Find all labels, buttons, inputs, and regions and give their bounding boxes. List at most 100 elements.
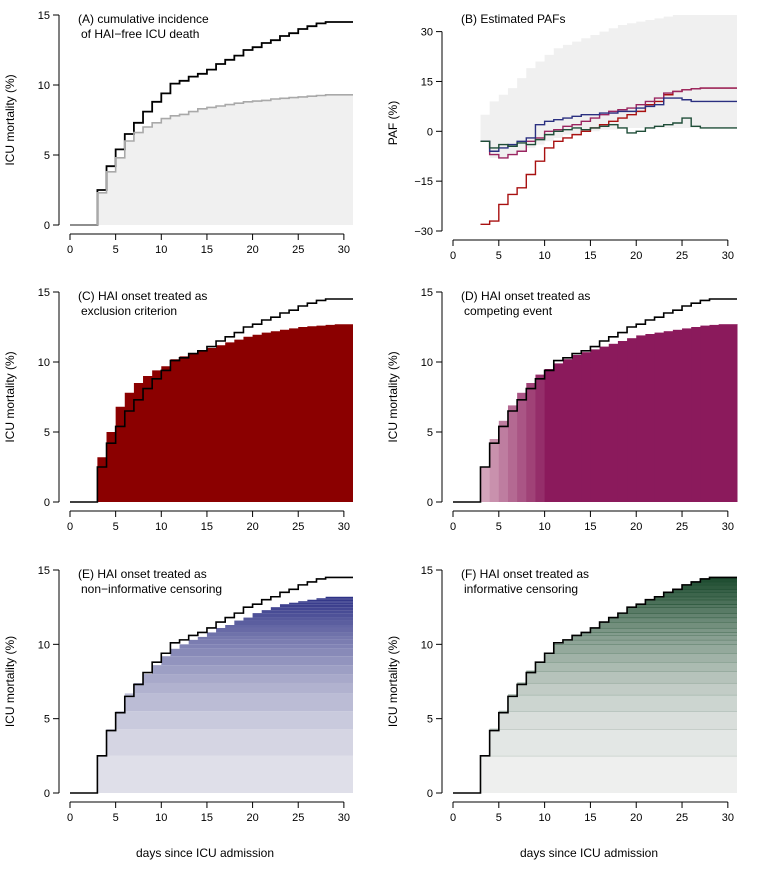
- area-column: [608, 343, 619, 502]
- y-axis-label: ICU mortality (%): [3, 351, 17, 442]
- area-column: [507, 405, 518, 502]
- panel-title: exclusion criterion: [81, 304, 177, 318]
- panels: 0 5 10 15 20 25 30 0 5 10 15 ICU mortality (%) (A) c…: [3, 10, 738, 824]
- area-band: [307, 599, 353, 602]
- area-band: [325, 596, 353, 599]
- area-column: [636, 335, 646, 502]
- area-band: [261, 610, 353, 614]
- x-tick-label: 20: [630, 521, 642, 533]
- x-axis-label-right: days since ICU admission: [520, 846, 658, 860]
- area-band: [645, 599, 737, 605]
- area-band: [535, 662, 737, 672]
- x-tick-label: 30: [722, 521, 734, 533]
- area-column: [709, 324, 720, 502]
- panel-b: 0 5 10 15 20 25 30 −30 −15 0 15 30 PAF (%) (B) Estima…: [386, 12, 737, 262]
- area-band: [143, 674, 353, 683]
- panel-a: 0 5 10 15 20 25 30 0 5 10 15 ICU mortality (%) (A) c…: [3, 10, 353, 256]
- y-tick-label: 5: [44, 427, 50, 439]
- y-tick-label: 0: [44, 220, 50, 232]
- y-tick-label: 0: [427, 788, 433, 800]
- area-column: [672, 329, 683, 502]
- area-band: [636, 604, 737, 608]
- area-column: [682, 328, 692, 502]
- x-tick-label: 0: [67, 244, 73, 256]
- area-band: [572, 635, 737, 640]
- area-band: [553, 644, 737, 654]
- series-line-observed: [453, 298, 737, 503]
- area-band: [124, 693, 353, 712]
- x-tick-label: 10: [155, 812, 167, 824]
- x-tick-label: 20: [630, 250, 642, 262]
- y-tick-label: 10: [421, 639, 433, 651]
- panel-c: 0 5 10 15 20 25 30 0 5 10 15 ICU mortality (%) (C) H…: [3, 287, 353, 533]
- area-band: [152, 665, 353, 675]
- area-band: [590, 627, 737, 633]
- y-tick-label: 0: [44, 497, 50, 509]
- area-band: [298, 601, 353, 603]
- panel-f: 0 5 10 15 20 25 30 0 5 10 15 ICU mortality (%) (F) H…: [386, 565, 737, 824]
- y-tick-label: −30: [414, 226, 433, 238]
- x-tick-label: 5: [113, 812, 119, 824]
- area-band: [243, 617, 353, 621]
- area-band: [252, 613, 353, 618]
- area-column: [654, 332, 665, 502]
- x-tick-label: 0: [67, 812, 73, 824]
- area-band: [206, 632, 353, 637]
- x-tick-label: 15: [201, 812, 213, 824]
- area-column: [572, 355, 582, 502]
- area-column: [700, 325, 711, 502]
- panel-title: of HAI−free ICU death: [81, 27, 199, 41]
- series-line-observed: [70, 21, 353, 226]
- y-tick-label: 15: [38, 287, 50, 299]
- area-column: [737, 324, 738, 502]
- x-tick-label: 20: [246, 521, 258, 533]
- area-band: [663, 592, 737, 597]
- x-tick-label: 10: [155, 521, 167, 533]
- y-tick-label: 5: [427, 427, 433, 439]
- area-band: [225, 625, 353, 628]
- area-band: [672, 589, 737, 593]
- area-column: [553, 363, 564, 502]
- panel-d: 0 5 10 15 20 25 30 0 5 10 15 ICU mortality (%) (D) H…: [386, 287, 738, 533]
- x-tick-label: 20: [246, 244, 258, 256]
- y-tick-label: 0: [427, 126, 433, 138]
- area-band: [234, 620, 353, 626]
- area-column: [562, 359, 573, 502]
- area-band: [480, 755, 737, 793]
- x-tick-label: 15: [201, 244, 213, 256]
- series-line-observed: [70, 298, 353, 503]
- area-band: [115, 711, 353, 730]
- area-band: [682, 584, 737, 590]
- x-tick-label: 20: [630, 812, 642, 824]
- series-line-HAI-free: [70, 94, 353, 226]
- panel-title: non−informative censoring: [81, 582, 222, 596]
- area-band: [316, 598, 353, 600]
- x-tick-label: 5: [113, 244, 119, 256]
- area-band: [544, 653, 737, 663]
- x-axis-label-left: days since ICU admission: [136, 846, 274, 860]
- area-column: [663, 331, 674, 502]
- x-tick-label: 25: [676, 521, 688, 533]
- x-tick-label: 10: [538, 521, 550, 533]
- x-tick-label: 25: [292, 521, 304, 533]
- x-tick-label: 0: [450, 812, 456, 824]
- area-column: [599, 346, 610, 502]
- area-band: [106, 729, 353, 756]
- area-band: [216, 627, 353, 633]
- area-band: [627, 607, 737, 614]
- x-tick-label: 5: [496, 812, 502, 824]
- panel-title: informative censoring: [464, 582, 578, 596]
- x-tick-label: 20: [246, 812, 258, 824]
- x-tick-label: 30: [722, 812, 734, 824]
- panel-title: (B) Estimated PAFs: [461, 12, 565, 26]
- y-tick-label: −15: [414, 176, 433, 188]
- y-tick-label: 5: [44, 714, 50, 726]
- area-band: [489, 729, 737, 756]
- series-line-competing-event: [480, 87, 737, 159]
- panel-title: (F) HAI onset treated as: [461, 567, 589, 581]
- area-band: [691, 581, 737, 585]
- panel-title: competing event: [464, 304, 553, 318]
- area-band: [700, 578, 737, 582]
- area-band: [608, 617, 737, 623]
